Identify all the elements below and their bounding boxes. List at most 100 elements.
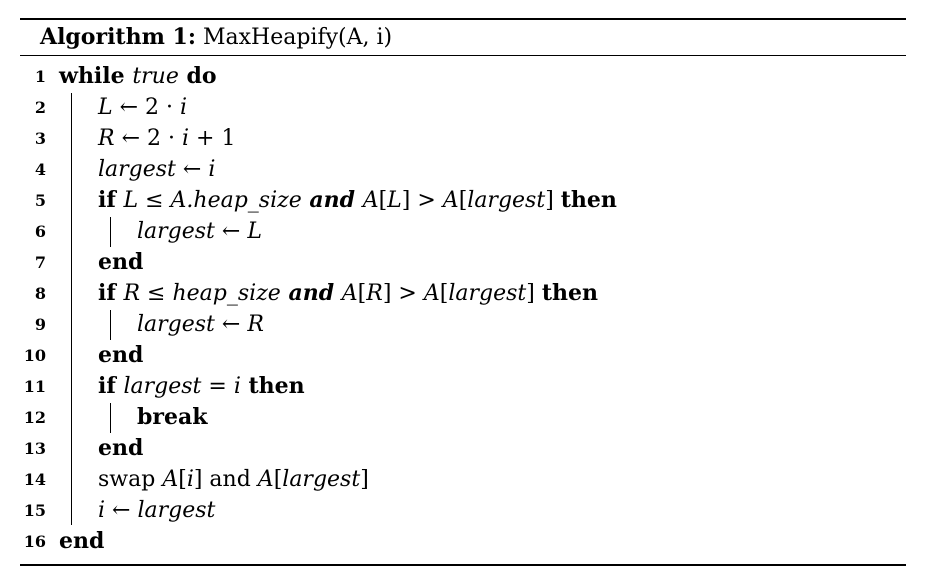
- if-block-bar-1: [110, 217, 111, 247]
- code-token: ≤: [140, 281, 173, 306]
- code-token: [: [178, 467, 187, 492]
- line-number: 12: [23, 408, 46, 427]
- algorithm-line: 7 end: [0, 247, 929, 278]
- line-code: largest ← R: [137, 309, 264, 340]
- algorithm-line: 3 R ← 2 · i + 1: [0, 123, 929, 154]
- algorithm-line: 11 if largest = i then: [0, 371, 929, 402]
- line-code: end: [98, 340, 143, 371]
- code-token: i: [233, 374, 241, 399]
- code-token: A: [162, 467, 179, 492]
- code-token: + 1: [189, 126, 236, 151]
- line-number: 3: [34, 129, 46, 148]
- code-token: L: [247, 219, 262, 244]
- code-token: ] >: [382, 281, 424, 306]
- code-token: end: [59, 528, 105, 554]
- code-token: largest: [137, 219, 215, 244]
- code-token: A: [362, 188, 379, 213]
- line-code: break: [137, 402, 207, 433]
- while-block-bar: [71, 93, 72, 525]
- line-code: end: [59, 526, 104, 557]
- code-token: largest: [137, 312, 215, 337]
- code-token: R: [366, 281, 383, 306]
- code-token: =: [201, 374, 234, 399]
- line-code: while true do: [59, 61, 217, 92]
- algorithm-label: Algorithm 1:: [40, 24, 196, 50]
- bottom-rule: [20, 564, 906, 566]
- line-number: 11: [23, 377, 46, 396]
- code-token: true: [132, 64, 179, 89]
- code-token: [: [357, 281, 367, 306]
- line-number: 8: [34, 284, 46, 303]
- code-token: heap_size: [172, 281, 281, 306]
- code-token: largest: [123, 374, 202, 399]
- line-code: end: [98, 247, 143, 278]
- code-token: ← 2 ·: [112, 95, 181, 120]
- code-token: A.heap_size: [170, 188, 302, 213]
- algorithm-line: 8 if R ≤ heap_size and A[R] > A[largest] …: [0, 278, 929, 309]
- code-token: ←: [175, 157, 209, 182]
- code-token: L: [123, 188, 139, 213]
- code-token: i: [208, 157, 216, 182]
- code-token: then: [560, 187, 617, 213]
- code-token: L: [387, 188, 402, 213]
- code-token: ]: [526, 281, 542, 306]
- line-number: 16: [23, 532, 46, 551]
- algorithm-line: 10 end: [0, 340, 929, 371]
- line-number: 14: [23, 470, 46, 489]
- code-token: end: [98, 342, 144, 368]
- algorithm-line: 5 if L ≤ A.heap_size and A[L] > A[largest…: [0, 185, 929, 216]
- code-token: and: [280, 280, 342, 306]
- algorithm-line: 1 while true do: [0, 61, 929, 92]
- line-number: 15: [23, 501, 46, 520]
- code-token: ← 2 ·: [114, 126, 182, 151]
- line-number: 5: [34, 191, 46, 210]
- algorithm-line: 14 swap A[i] and A[largest]: [0, 464, 929, 495]
- code-token: [: [439, 281, 449, 306]
- code-token: [: [378, 188, 388, 213]
- code-token: largest: [282, 467, 361, 492]
- line-code: L ← 2 · i: [98, 92, 187, 123]
- line-number: 10: [23, 346, 46, 365]
- code-token: swap: [98, 467, 163, 492]
- line-code: end: [98, 433, 143, 464]
- code-token: if: [98, 373, 124, 399]
- code-token: A: [341, 281, 358, 306]
- code-token: i: [98, 498, 106, 523]
- algorithm-line: 16 end: [0, 526, 929, 557]
- line-code: largest ← i: [98, 154, 215, 185]
- line-number: 13: [23, 439, 46, 458]
- code-token: ]: [360, 467, 369, 492]
- code-token: do: [178, 63, 217, 89]
- code-token: largest: [448, 281, 527, 306]
- code-token: if: [98, 187, 124, 213]
- code-token: break: [137, 404, 208, 430]
- code-token: i: [181, 126, 190, 151]
- code-token: largest: [98, 157, 176, 182]
- line-code: i ← largest: [98, 495, 215, 526]
- line-number: 6: [34, 222, 46, 241]
- code-token: i: [186, 467, 194, 492]
- algorithm-line: 2 L ← 2 · i: [0, 92, 929, 123]
- code-token: ←: [214, 219, 248, 244]
- code-token: ] >: [401, 188, 443, 213]
- algorithm-line: 12 break: [0, 402, 929, 433]
- code-token: ] and: [193, 467, 258, 492]
- line-number: 2: [34, 98, 46, 117]
- algorithm-line: 4 largest ← i: [0, 154, 929, 185]
- line-code: if largest = i then: [98, 371, 305, 402]
- line-code: swap A[i] and A[largest]: [98, 464, 369, 495]
- top-rule: [20, 18, 906, 20]
- line-code: if R ≤ heap_size and A[R] > A[largest] t…: [98, 278, 598, 309]
- code-token: ≤: [138, 188, 171, 213]
- code-token: and: [301, 187, 363, 213]
- algorithm-line: 13 end: [0, 433, 929, 464]
- line-number: 7: [34, 253, 46, 272]
- code-token: then: [541, 280, 598, 306]
- code-token: largest: [137, 498, 216, 523]
- code-token: A: [423, 281, 440, 306]
- code-token: R: [247, 312, 264, 337]
- algorithm-line: 6 largest ← L: [0, 216, 929, 247]
- code-token: end: [98, 249, 144, 275]
- code-token: R: [98, 126, 115, 151]
- code-token: if: [98, 280, 124, 306]
